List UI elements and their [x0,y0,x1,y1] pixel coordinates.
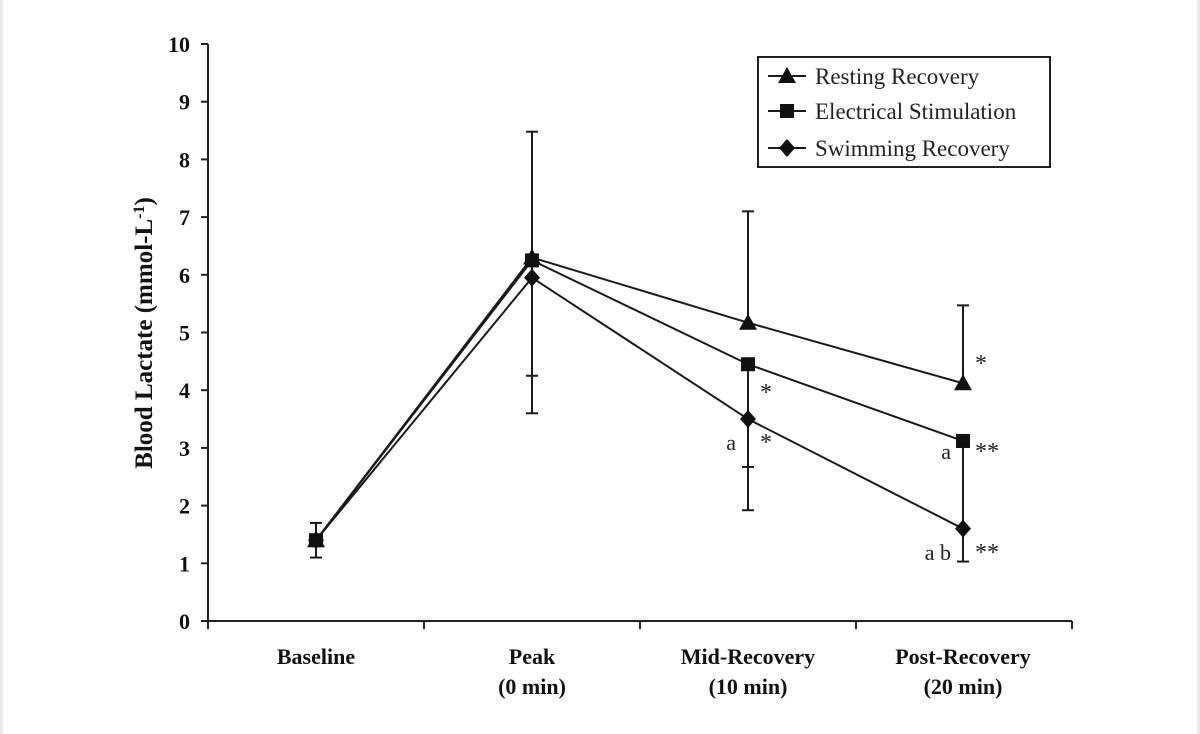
y-tick-label: 6 [179,263,190,288]
y-axis-label-superscript: -1 [131,206,148,219]
legend-label: Resting Recovery [815,64,980,89]
y-tick-label: 2 [179,494,190,519]
significance-star: ** [975,540,999,566]
y-ticks: 0 1 2 3 4 5 6 7 8 9 10 [168,32,208,634]
legend-label: Swimming Recovery [815,136,1010,161]
y-axis-label-main: Blood Lactate (mmol-L [131,219,158,469]
triangle-marker [954,374,972,391]
y-tick-label: 1 [179,551,190,576]
left-page-edge [0,0,3,734]
error-bars [310,130,969,563]
y-axis-label-close: ) [131,197,158,205]
significance-star: * [760,430,772,456]
diamond-marker [955,519,971,538]
legend-square-marker [780,104,794,118]
series-line-diamond [315,276,964,541]
diamond-marker [740,410,756,429]
legend-box [757,56,1051,168]
series-line-triangle [315,256,964,541]
x-ticks: Baseline Peak (0 min) Mid-Recovery (10 min) P… [207,621,1073,699]
x-tick-label-line2: (0 min) [498,674,566,699]
x-tick-label: Post-Recovery [895,644,1031,669]
x-tick-label-line2: (10 min) [709,674,788,699]
series-markers [307,248,972,550]
diamond-marker [524,268,540,287]
significance-letter: a [941,439,951,464]
y-tick-label: 7 [179,205,190,230]
square-marker [525,253,539,268]
significance-annotations: ***a a **a b ** [726,351,999,566]
significance-star: ** [975,439,999,465]
y-tick-label: 9 [179,90,190,115]
significance-letter: a [726,430,736,455]
legend-triangle-marker [778,67,796,83]
right-page-edge [1197,0,1200,734]
legend-diamond-marker [779,139,795,157]
significance-letter: a b [925,540,951,565]
x-tick-label: Mid-Recovery [681,644,815,669]
triangle-marker [739,313,757,330]
series-lines [315,256,964,541]
significance-star: * [975,351,987,377]
significance-star: * [760,380,772,406]
x-tick-label-line2: (20 min) [924,674,1003,699]
x-tick-label: Baseline [277,644,355,669]
y-tick-label: 0 [179,609,190,634]
legend-label: Electrical Stimulation [815,99,1017,124]
y-axis-label: Blood Lactate (mmol-L-1) [131,197,159,469]
y-tick-label: 5 [179,321,190,346]
y-tick-label: 3 [179,436,190,461]
y-tick-label: 10 [168,32,190,57]
y-tick-label: 8 [179,147,190,172]
y-tick-label: 4 [179,378,190,403]
x-tick-label: Peak [509,644,556,669]
series-line-square [315,259,964,541]
square-marker [741,357,755,372]
legend: Resting Recovery Electrical Stimulation Sw… [757,56,1051,168]
diamond-marker [308,531,324,550]
square-marker [956,433,970,448]
